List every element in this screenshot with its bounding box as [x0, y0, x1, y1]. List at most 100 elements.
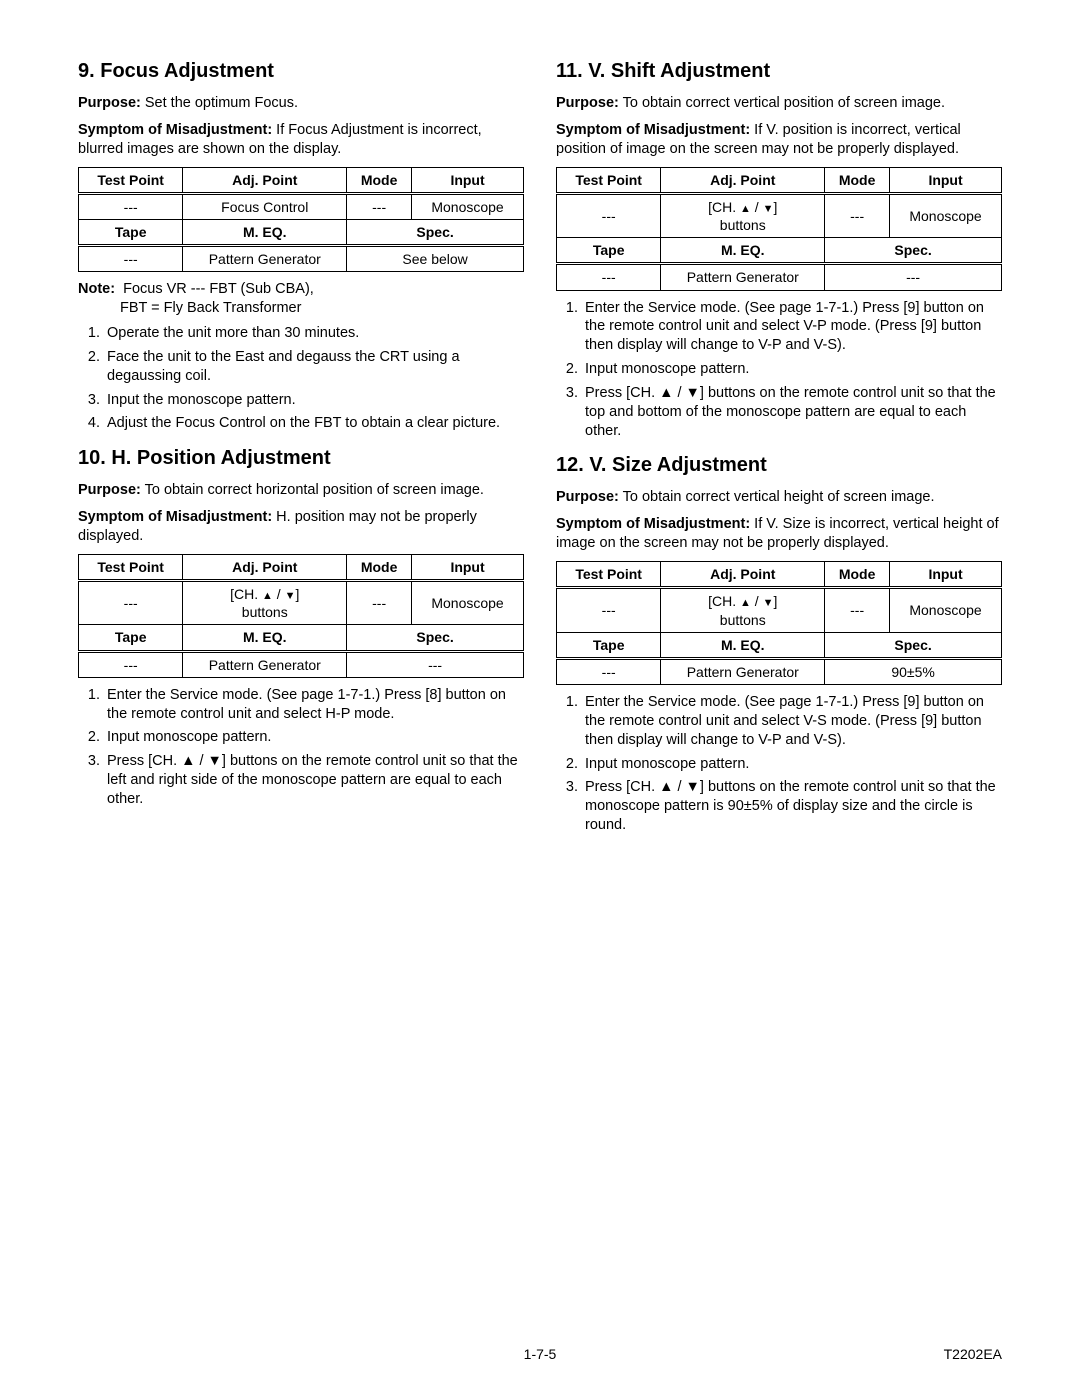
- s9-steps: Operate the unit more than 30 minutes. F…: [78, 324, 524, 433]
- s11-purpose: Purpose: To obtain correct vertical posi…: [556, 94, 1002, 113]
- purpose-text: To obtain correct vertical position of s…: [619, 95, 945, 111]
- td: ---: [79, 193, 183, 219]
- th-spec: Spec.: [347, 219, 524, 245]
- table-header-row: Test Point Adj. Point Mode Input: [79, 167, 524, 193]
- td: Focus Control: [183, 193, 347, 219]
- s9-symptom: Symptom of Misadjustment: If Focus Adjus…: [78, 121, 524, 159]
- th-input: Input: [412, 554, 524, 580]
- th-meq: M. EQ.: [661, 238, 825, 264]
- section-10-title: 10. H. Position Adjustment: [78, 445, 524, 471]
- table-row: --- Pattern Generator See below: [79, 246, 524, 272]
- th-adjpoint: Adj. Point: [661, 167, 825, 193]
- td: ---: [825, 588, 890, 632]
- th-tape: Tape: [557, 238, 661, 264]
- table-row: --- Pattern Generator ---: [557, 264, 1002, 290]
- purpose-text: Set the optimum Focus.: [141, 95, 298, 111]
- s12-purpose: Purpose: To obtain correct vertical heig…: [556, 488, 1002, 507]
- list-item: Enter the Service mode. (See page 1-7-1.…: [582, 299, 1002, 356]
- table-header-row: Tape M. EQ. Spec.: [557, 632, 1002, 658]
- td: Pattern Generator: [183, 651, 347, 677]
- symptom-label: Symptom of Misadjustment:: [78, 122, 272, 138]
- symptom-label: Symptom of Misadjustment:: [556, 516, 750, 532]
- down-triangle-icon: ▼: [763, 597, 774, 609]
- th-testpoint: Test Point: [557, 562, 661, 588]
- th-meq: M. EQ.: [183, 219, 347, 245]
- th-mode: Mode: [825, 167, 890, 193]
- td: ---: [557, 658, 661, 684]
- td: ---: [557, 193, 661, 237]
- list-item: Press [CH. ▲ / ▼] buttons on the remote …: [104, 752, 524, 809]
- section-12-title: 12. V. Size Adjustment: [556, 452, 1002, 478]
- note-text2: FBT = Fly Back Transformer: [120, 299, 524, 318]
- td: ---: [79, 651, 183, 677]
- note-text1: Focus VR --- FBT (Sub CBA),: [123, 281, 314, 297]
- right-column: 11. V. Shift Adjustment Purpose: To obta…: [556, 58, 1002, 847]
- section-9-title: 9. Focus Adjustment: [78, 58, 524, 84]
- list-item: Input the monoscope pattern.: [104, 391, 524, 410]
- purpose-label: Purpose:: [556, 489, 619, 505]
- td: ---: [79, 580, 183, 624]
- td: Pattern Generator: [661, 264, 825, 290]
- td: ---: [557, 264, 661, 290]
- list-item: Press [CH. ▲ / ▼] buttons on the remote …: [582, 778, 1002, 835]
- td: Monoscope: [890, 193, 1002, 237]
- page: 9. Focus Adjustment Purpose: Set the opt…: [0, 0, 1080, 1397]
- list-item: Input monoscope pattern.: [582, 360, 1002, 379]
- table-row: --- [CH. ▲ / ▼]buttons --- Monoscope: [557, 588, 1002, 632]
- list-item: Operate the unit more than 30 minutes.: [104, 324, 524, 343]
- list-item: Input monoscope pattern.: [104, 728, 524, 747]
- up-triangle-icon: ▲: [740, 203, 751, 215]
- table-header-row: Test Point Adj. Point Mode Input: [557, 562, 1002, 588]
- s10-symptom: Symptom of Misadjustment: H. position ma…: [78, 508, 524, 546]
- section-11-title: 11. V. Shift Adjustment: [556, 58, 1002, 84]
- th-testpoint: Test Point: [79, 554, 183, 580]
- td: ---: [79, 246, 183, 272]
- page-footer: 1-7-5 T2202EA: [78, 1345, 1002, 1363]
- td: [CH. ▲ / ▼]buttons: [661, 588, 825, 632]
- s10-table: Test Point Adj. Point Mode Input --- [CH…: [78, 554, 524, 678]
- columns-container: 9. Focus Adjustment Purpose: Set the opt…: [78, 58, 1002, 847]
- th-input: Input: [890, 562, 1002, 588]
- table-row: --- [CH. ▲ / ▼]buttons --- Monoscope: [79, 580, 524, 624]
- list-item: Enter the Service mode. (See page 1-7-1.…: [104, 686, 524, 724]
- s11-symptom: Symptom of Misadjustment: If V. position…: [556, 121, 1002, 159]
- table-row: --- [CH. ▲ / ▼]buttons --- Monoscope: [557, 193, 1002, 237]
- table-row: --- Focus Control --- Monoscope: [79, 193, 524, 219]
- s11-steps: Enter the Service mode. (See page 1-7-1.…: [556, 299, 1002, 441]
- th-meq: M. EQ.: [183, 625, 347, 651]
- table-header-row: Test Point Adj. Point Mode Input: [79, 554, 524, 580]
- s10-purpose: Purpose: To obtain correct horizontal po…: [78, 481, 524, 500]
- td: ---: [825, 264, 1002, 290]
- left-column: 9. Focus Adjustment Purpose: Set the opt…: [78, 58, 524, 847]
- th-tape: Tape: [79, 625, 183, 651]
- th-adjpoint: Adj. Point: [183, 167, 347, 193]
- list-item: Press [CH. ▲ / ▼] buttons on the remote …: [582, 384, 1002, 441]
- th-tape: Tape: [557, 632, 661, 658]
- purpose-text: To obtain correct horizontal position of…: [141, 482, 484, 498]
- th-input: Input: [412, 167, 524, 193]
- purpose-label: Purpose:: [78, 482, 141, 498]
- purpose-text: To obtain correct vertical height of scr…: [619, 489, 935, 505]
- table-header-row: Test Point Adj. Point Mode Input: [557, 167, 1002, 193]
- s12-symptom: Symptom of Misadjustment: If V. Size is …: [556, 515, 1002, 553]
- th-meq: M. EQ.: [661, 632, 825, 658]
- table-header-row: Tape M. EQ. Spec.: [557, 238, 1002, 264]
- td: Monoscope: [412, 580, 524, 624]
- down-triangle-icon: ▼: [285, 590, 296, 602]
- th-adjpoint: Adj. Point: [183, 554, 347, 580]
- td: ---: [825, 193, 890, 237]
- purpose-label: Purpose:: [556, 95, 619, 111]
- td: Monoscope: [412, 193, 524, 219]
- td: ---: [347, 580, 412, 624]
- table-header-row: Tape M. EQ. Spec.: [79, 625, 524, 651]
- th-testpoint: Test Point: [557, 167, 661, 193]
- td: [CH. ▲ / ▼]buttons: [661, 193, 825, 237]
- td: Monoscope: [890, 588, 1002, 632]
- purpose-label: Purpose:: [78, 95, 141, 111]
- th-adjpoint: Adj. Point: [661, 562, 825, 588]
- td: See below: [347, 246, 524, 272]
- note-label: Note:: [78, 281, 115, 297]
- td: ---: [557, 588, 661, 632]
- down-triangle-icon: ▼: [763, 203, 774, 215]
- th-mode: Mode: [347, 554, 412, 580]
